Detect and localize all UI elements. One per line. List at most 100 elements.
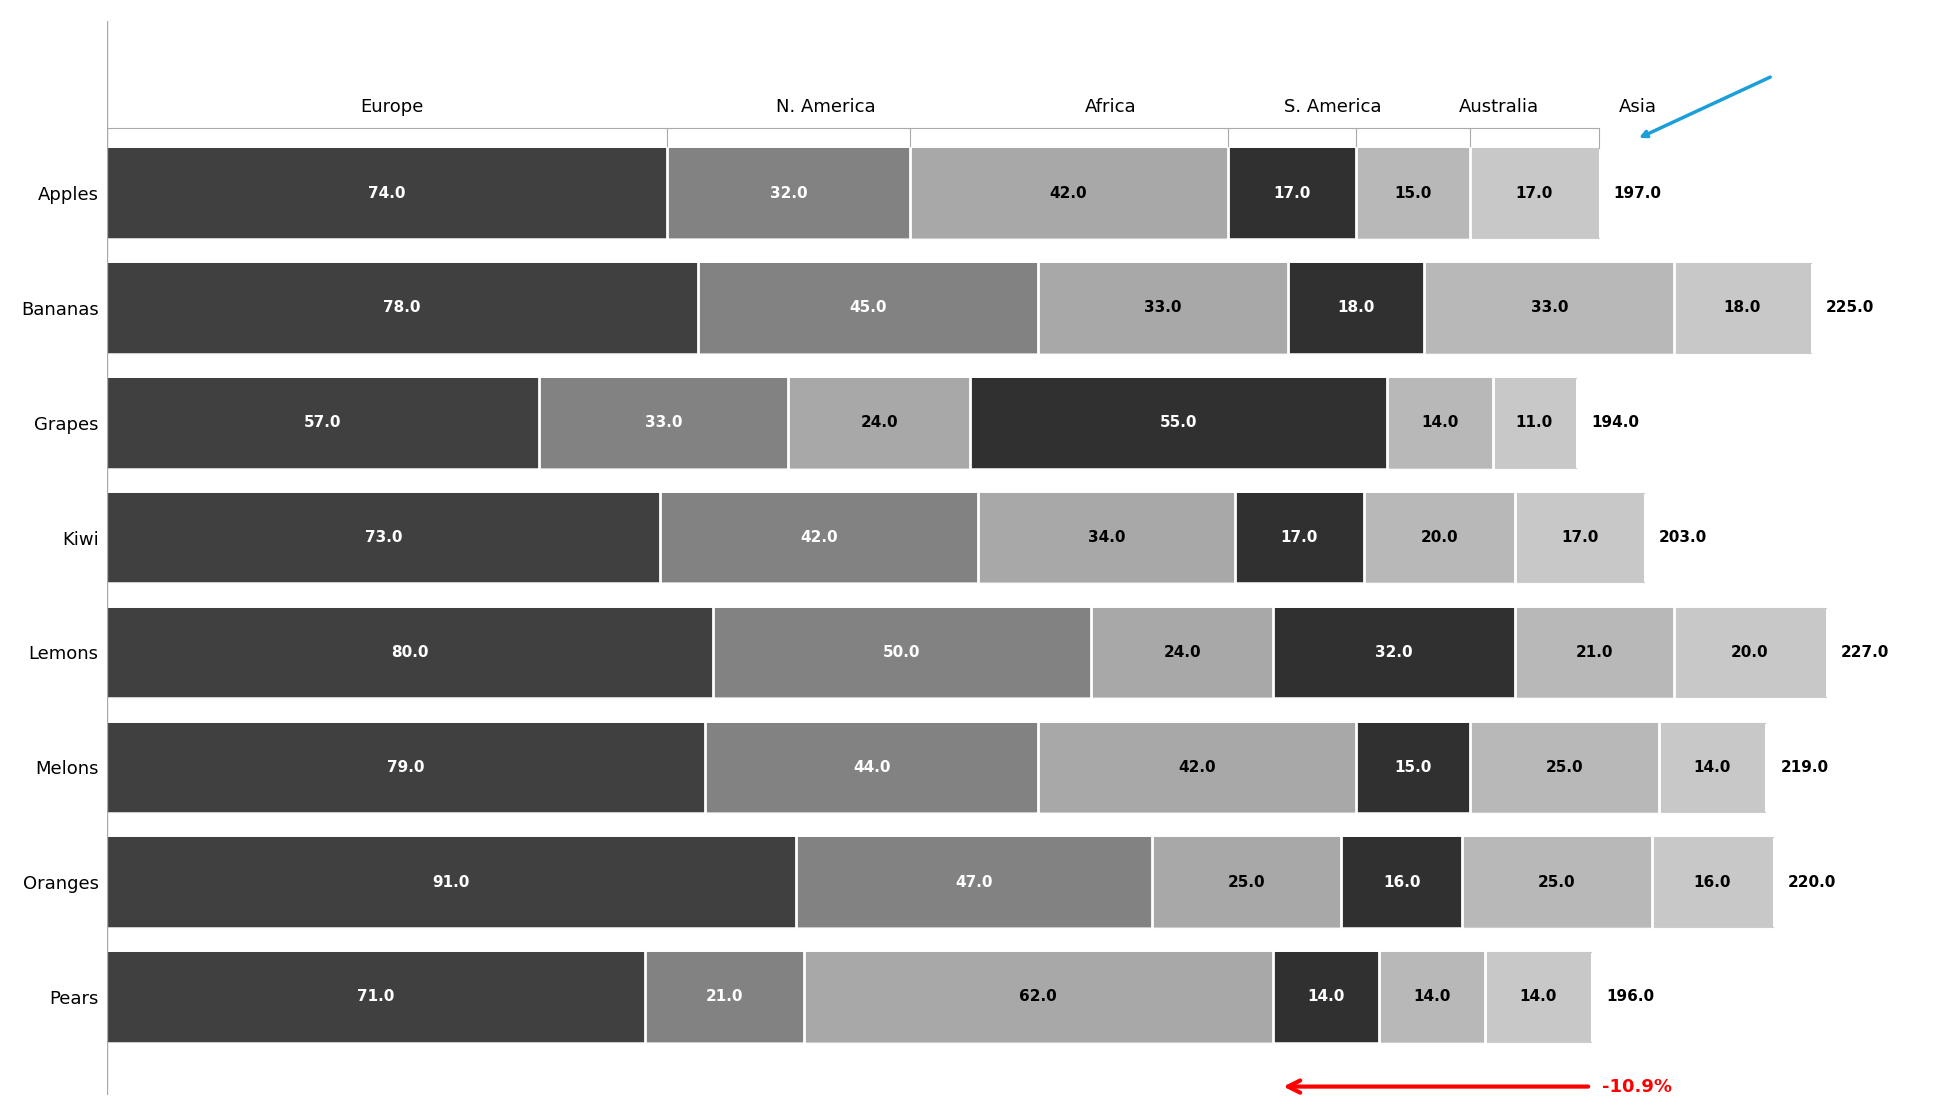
Bar [1235,493,1363,582]
Bar [1675,263,1811,352]
Text: 62.0: 62.0 [1019,989,1058,1004]
Bar [539,378,788,467]
Text: 78.0: 78.0 [383,301,420,315]
Text: 25.0: 25.0 [1546,760,1583,775]
Bar [1039,263,1288,352]
Bar [1288,263,1424,352]
Text: 34.0: 34.0 [1087,530,1124,546]
Bar [1342,837,1463,927]
Text: 20.0: 20.0 [1420,530,1459,546]
Bar [644,953,803,1042]
Bar [1659,722,1766,812]
Text: 55.0: 55.0 [1159,415,1196,430]
Text: 20.0: 20.0 [1731,645,1768,660]
Text: 32.0: 32.0 [770,186,807,200]
Bar [1515,493,1644,582]
Bar [107,149,667,238]
Text: 33.0: 33.0 [1144,301,1183,315]
Text: 33.0: 33.0 [644,415,683,430]
Bar [1356,722,1470,812]
Bar [698,263,1039,352]
Text: 14.0: 14.0 [1519,989,1556,1004]
Bar [971,378,1387,467]
Text: 73.0: 73.0 [364,530,403,546]
Text: 17.0: 17.0 [1282,530,1319,546]
Text: -10.9%: -10.9% [1603,1078,1673,1096]
Text: 50.0: 50.0 [883,645,920,660]
Bar [1675,608,1826,698]
Bar [712,608,1091,698]
Text: Europe: Europe [360,98,424,116]
Text: 225.0: 225.0 [1826,301,1875,315]
Text: 71.0: 71.0 [358,989,395,1004]
Bar [107,608,712,698]
Bar [659,493,978,582]
Text: S. America: S. America [1284,98,1381,116]
Bar [1379,953,1484,1042]
Bar [1515,608,1675,698]
Bar [910,149,1227,238]
Text: 25.0: 25.0 [1538,874,1575,890]
Text: N. America: N. America [776,98,875,116]
Text: 203.0: 203.0 [1659,530,1708,546]
Text: 17.0: 17.0 [1562,530,1599,546]
Text: 15.0: 15.0 [1395,186,1432,200]
Bar [1356,149,1470,238]
Text: 25.0: 25.0 [1227,874,1266,890]
Bar [706,722,1039,812]
Text: 32.0: 32.0 [1375,645,1412,660]
Bar [107,953,644,1042]
Text: 14.0: 14.0 [1414,989,1451,1004]
Bar [1272,608,1515,698]
Bar [1463,837,1651,927]
Bar [1424,263,1675,352]
Text: 14.0: 14.0 [1694,760,1731,775]
Bar [1492,378,1575,467]
Bar [1272,953,1379,1042]
Text: 24.0: 24.0 [860,415,899,430]
Text: 47.0: 47.0 [955,874,992,890]
Text: 44.0: 44.0 [854,760,891,775]
Text: 14.0: 14.0 [1422,415,1459,430]
Text: 16.0: 16.0 [1694,874,1731,890]
Text: 15.0: 15.0 [1395,760,1432,775]
Text: 57.0: 57.0 [303,415,342,430]
Bar [1470,149,1599,238]
Bar [796,837,1151,927]
Bar [788,378,971,467]
Text: 80.0: 80.0 [391,645,428,660]
Bar [1363,493,1515,582]
Text: 42.0: 42.0 [1179,760,1216,775]
Text: 24.0: 24.0 [1163,645,1200,660]
Bar [1151,837,1342,927]
Text: 194.0: 194.0 [1591,415,1640,430]
Bar [978,493,1235,582]
Text: 74.0: 74.0 [368,186,407,200]
Text: 45.0: 45.0 [850,301,887,315]
Text: 17.0: 17.0 [1515,186,1552,200]
Bar [107,837,796,927]
Text: 196.0: 196.0 [1607,989,1655,1004]
Text: 17.0: 17.0 [1274,186,1311,200]
Bar [1387,378,1492,467]
Text: 91.0: 91.0 [432,874,471,890]
Bar [1227,149,1356,238]
Text: 14.0: 14.0 [1307,989,1344,1004]
Text: Asia: Asia [1618,98,1657,116]
Text: 220.0: 220.0 [1787,874,1836,890]
Bar [107,722,706,812]
Text: 18.0: 18.0 [1338,301,1375,315]
Text: Africa: Africa [1085,98,1136,116]
Text: 79.0: 79.0 [387,760,424,775]
Bar [107,378,539,467]
Bar [1039,722,1356,812]
Text: 21.0: 21.0 [706,989,743,1004]
Text: 16.0: 16.0 [1383,874,1420,890]
Text: 227.0: 227.0 [1840,645,1889,660]
Bar [667,149,910,238]
Text: Australia: Australia [1459,98,1538,116]
Text: 219.0: 219.0 [1780,760,1828,775]
Bar [107,263,698,352]
Bar [803,953,1272,1042]
Text: 33.0: 33.0 [1531,301,1568,315]
